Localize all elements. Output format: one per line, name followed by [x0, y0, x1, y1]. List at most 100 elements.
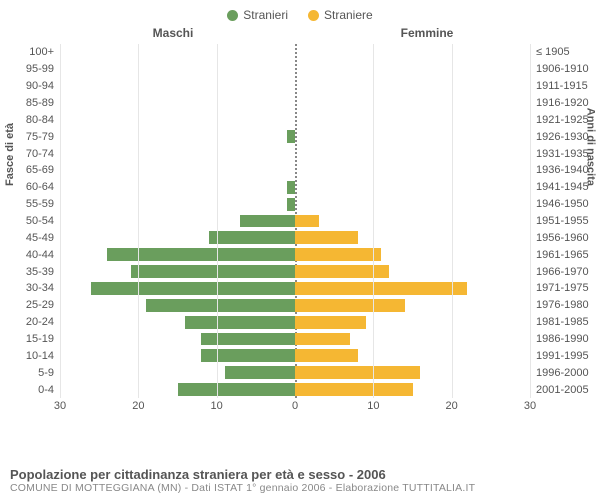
- age-label: 50-54: [10, 213, 58, 230]
- age-label: 0-4: [10, 381, 58, 398]
- age-label: 95-99: [10, 61, 58, 78]
- bar-male: [131, 265, 296, 278]
- birth-label: 1926-1930: [532, 128, 590, 145]
- birth-label: 1931-1935: [532, 145, 590, 162]
- legend-label-male: Stranieri: [243, 8, 288, 22]
- birth-label: 1996-2000: [532, 364, 590, 381]
- age-label: 80-84: [10, 111, 58, 128]
- bar-male: [287, 130, 295, 143]
- gridline: [138, 44, 139, 398]
- bar-female: [295, 299, 405, 312]
- age-label: 5-9: [10, 364, 58, 381]
- bar-female: [295, 383, 413, 396]
- bar-row: [60, 331, 530, 348]
- bar-female: [295, 333, 350, 346]
- chart-title: Popolazione per cittadinanza straniera p…: [10, 467, 590, 482]
- bar-male: [225, 366, 296, 379]
- birth-label: 1911-1915: [532, 78, 590, 95]
- birth-label: 1941-1945: [532, 179, 590, 196]
- birth-label: 1966-1970: [532, 263, 590, 280]
- bar-female: [295, 366, 420, 379]
- legend-label-female: Straniere: [324, 8, 373, 22]
- plot-area: [60, 44, 530, 398]
- bar-female: [295, 349, 358, 362]
- x-tick-label: 10: [367, 400, 379, 412]
- age-label: 30-34: [10, 280, 58, 297]
- birth-label: ≤ 1905: [532, 44, 590, 61]
- bar-row: [60, 280, 530, 297]
- bar-row: [60, 145, 530, 162]
- x-tick-label: 20: [446, 400, 458, 412]
- bar-row: [60, 196, 530, 213]
- legend-item-female: Straniere: [308, 8, 373, 22]
- age-label: 100+: [10, 44, 58, 61]
- birth-label: 1946-1950: [532, 196, 590, 213]
- birth-label: 1921-1925: [532, 111, 590, 128]
- bar-female: [295, 316, 366, 329]
- x-axis-ticks: 3020100102030: [60, 400, 530, 416]
- bar-row: [60, 263, 530, 280]
- gridline: [452, 44, 453, 398]
- legend: Stranieri Straniere: [0, 0, 600, 26]
- bar-male: [91, 282, 295, 295]
- birth-label: 1976-1980: [532, 297, 590, 314]
- bar-row: [60, 162, 530, 179]
- age-label: 35-39: [10, 263, 58, 280]
- gridline: [530, 44, 531, 398]
- birth-label: 1991-1995: [532, 347, 590, 364]
- gridline: [60, 44, 61, 398]
- age-label: 75-79: [10, 128, 58, 145]
- bar-male: [287, 181, 295, 194]
- x-tick-label: 30: [54, 400, 66, 412]
- bar-row: [60, 61, 530, 78]
- birth-label: 1906-1910: [532, 61, 590, 78]
- bar-female: [295, 282, 467, 295]
- pyramid-chart: Maschi Femmine Fasce di età Anni di nasc…: [10, 26, 590, 426]
- bar-row: [60, 179, 530, 196]
- birth-label: 1916-1920: [532, 95, 590, 112]
- gridline: [217, 44, 218, 398]
- bar-row: [60, 128, 530, 145]
- age-label: 65-69: [10, 162, 58, 179]
- bar-row: [60, 95, 530, 112]
- x-tick-label: 30: [524, 400, 536, 412]
- legend-swatch-male: [227, 10, 238, 21]
- age-label: 45-49: [10, 229, 58, 246]
- bar-male: [185, 316, 295, 329]
- age-label: 70-74: [10, 145, 58, 162]
- bar-row: [60, 297, 530, 314]
- age-label: 60-64: [10, 179, 58, 196]
- y-labels-birth: ≤ 19051906-19101911-19151916-19201921-19…: [532, 44, 590, 398]
- bar-rows: [60, 44, 530, 398]
- bar-female: [295, 248, 381, 261]
- x-tick-label: 20: [132, 400, 144, 412]
- bar-row: [60, 246, 530, 263]
- bar-male: [107, 248, 295, 261]
- bar-row: [60, 229, 530, 246]
- birth-label: 1951-1955: [532, 213, 590, 230]
- bar-row: [60, 364, 530, 381]
- bar-female: [295, 215, 319, 228]
- bar-female: [295, 231, 358, 244]
- age-label: 15-19: [10, 331, 58, 348]
- bar-male: [209, 231, 295, 244]
- age-label: 55-59: [10, 196, 58, 213]
- age-label: 40-44: [10, 246, 58, 263]
- birth-label: 1971-1975: [532, 280, 590, 297]
- bar-row: [60, 347, 530, 364]
- age-label: 25-29: [10, 297, 58, 314]
- legend-swatch-female: [308, 10, 319, 21]
- column-title-female: Femmine: [300, 26, 590, 40]
- age-label: 85-89: [10, 95, 58, 112]
- birth-label: 1956-1960: [532, 229, 590, 246]
- x-tick-label: 10: [211, 400, 223, 412]
- age-label: 90-94: [10, 78, 58, 95]
- bar-male: [287, 198, 295, 211]
- chart-subtitle: COMUNE DI MOTTEGGIANA (MN) - Dati ISTAT …: [10, 482, 590, 494]
- x-tick-label: 0: [292, 400, 298, 412]
- y-labels-age: 100+95-9990-9485-8980-8475-7970-7465-696…: [10, 44, 58, 398]
- bar-row: [60, 314, 530, 331]
- bar-row: [60, 78, 530, 95]
- bar-male: [201, 333, 295, 346]
- gridline: [373, 44, 374, 398]
